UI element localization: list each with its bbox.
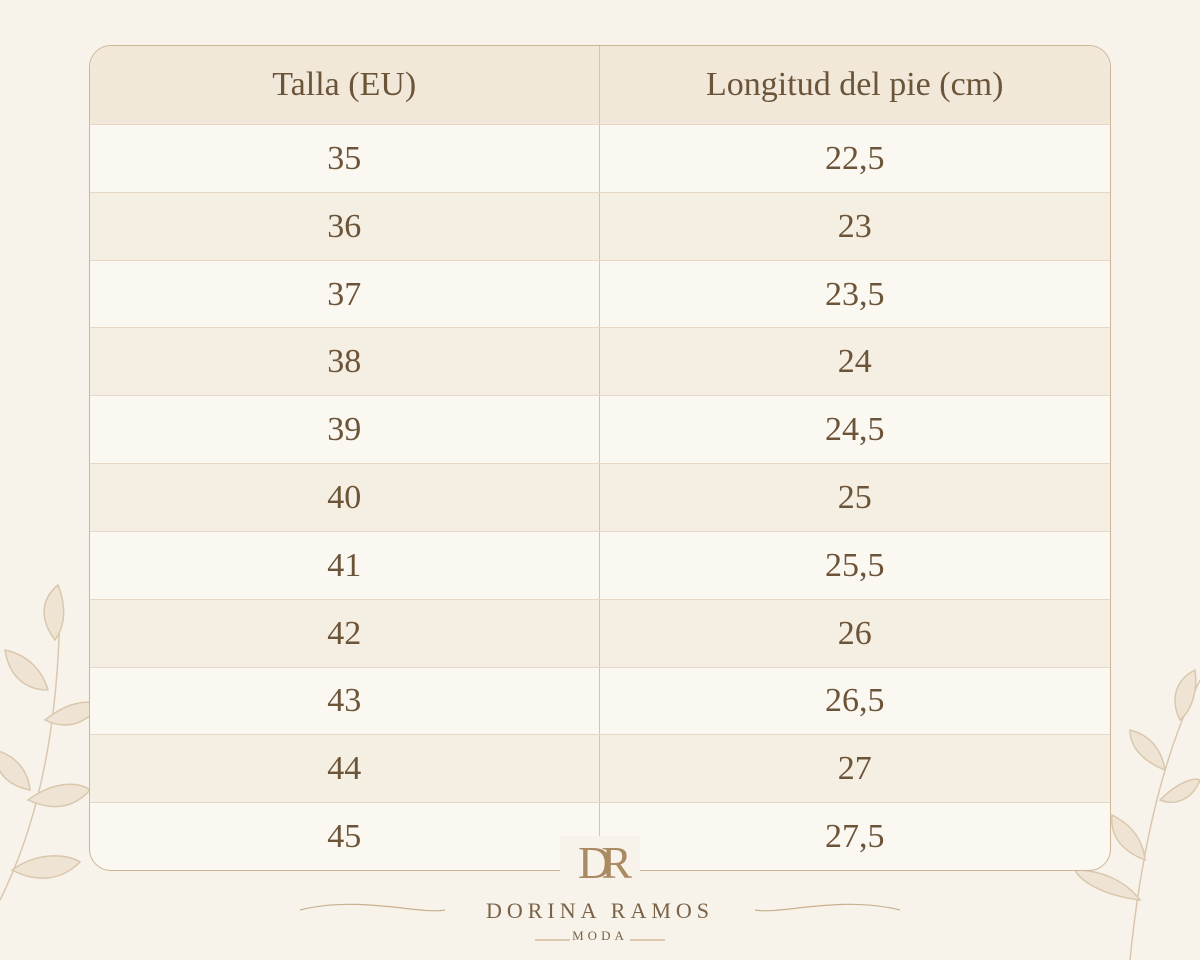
header-cell: Talla (EU) xyxy=(90,46,600,124)
table-cell: 24,5 xyxy=(825,411,885,449)
table-cell: 26 xyxy=(837,614,872,652)
table-row: 35 22,5 xyxy=(90,124,1110,193)
table-cell: 23 xyxy=(837,207,872,245)
table-cell: 27,5 xyxy=(825,818,885,856)
leaves-left xyxy=(0,583,102,901)
table-cell: 37 xyxy=(90,260,600,329)
table-cell: 26,5 xyxy=(825,682,885,720)
table-cell: 41 xyxy=(90,531,600,600)
table-row: 45 27,5 xyxy=(90,802,1110,870)
table-cell: 44 xyxy=(90,735,600,804)
table-row: 36 23 xyxy=(90,191,1110,261)
flourish xyxy=(299,903,901,941)
header-cell: Longitud del pie (cm) xyxy=(706,66,1004,103)
table-cell: 42 xyxy=(90,599,600,668)
table-cell: 45 xyxy=(90,803,600,870)
table-row: 38 24 xyxy=(90,327,1110,397)
table-cell: 39 xyxy=(90,396,600,465)
monogram: DR xyxy=(560,836,640,889)
table-row: 41 25,5 xyxy=(90,530,1110,600)
table-cell: 36 xyxy=(90,192,600,261)
table-cell: 23,5 xyxy=(825,275,885,313)
table-row: 44 27 xyxy=(90,734,1110,804)
table-row: 43 26,5 xyxy=(90,666,1110,736)
table-row: 39 24,5 xyxy=(90,395,1110,465)
table-cell: 25 xyxy=(837,478,872,516)
table-cell: 27 xyxy=(837,750,872,788)
table-cell: 24 xyxy=(837,343,872,381)
table-row: 40 25 xyxy=(90,463,1110,532)
table-cell: 40 xyxy=(90,464,600,532)
size-table: Talla (EU) Longitud del pie (cm) 35 22,5 36 2… xyxy=(89,45,1111,871)
table-cell: 22,5 xyxy=(825,139,885,177)
table-cell: 25,5 xyxy=(825,546,885,584)
table-cell: 38 xyxy=(90,328,600,397)
table-cell: 35 xyxy=(90,125,600,193)
header-row: Talla (EU) Longitud del pie (cm) xyxy=(90,46,1110,125)
table-row: 37 23,5 xyxy=(90,259,1110,329)
brand-tagline: MODA xyxy=(572,928,628,943)
table-row: 42 26 xyxy=(90,598,1110,668)
table-cell: 43 xyxy=(90,667,600,736)
brand-name: DORINA RAMOS xyxy=(485,898,715,923)
